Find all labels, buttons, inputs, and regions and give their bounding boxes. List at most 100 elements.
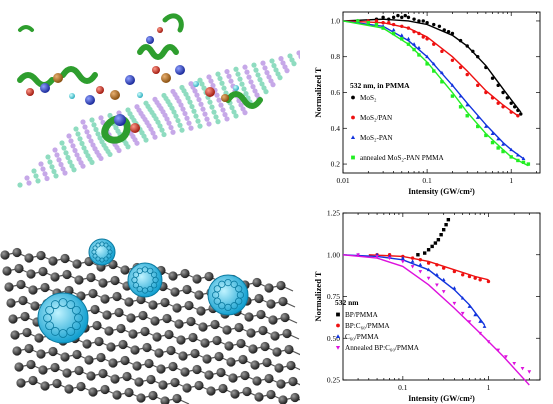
phosphorus-atom xyxy=(174,319,184,329)
phosphorus-atom xyxy=(26,269,36,279)
mos2-atom xyxy=(255,72,261,78)
phosphorus-atom xyxy=(272,347,282,357)
phosphorus-atom xyxy=(254,293,264,304)
mos2-atom xyxy=(207,99,213,105)
phosphorus-atom xyxy=(16,378,26,388)
data-point xyxy=(441,228,446,232)
data-point xyxy=(478,278,482,282)
legend-marker xyxy=(335,345,341,350)
atom xyxy=(193,81,199,87)
phosphorus-atom xyxy=(126,313,136,323)
phosphorus-atom xyxy=(168,361,178,372)
series-0 xyxy=(342,13,523,116)
mos2-atom xyxy=(184,115,190,121)
phosphorus-atom xyxy=(148,300,158,310)
y-tick-label: 0.2 xyxy=(331,160,341,169)
data-point xyxy=(490,96,495,100)
mos2-atom xyxy=(289,57,295,63)
data-point xyxy=(512,105,517,109)
y-axis-label: Normalized T xyxy=(313,271,323,321)
y-tick-label: 0.6 xyxy=(331,88,341,97)
mos2-atom xyxy=(54,152,60,158)
phosphorus-atom xyxy=(12,247,22,258)
mos2-atom xyxy=(201,85,207,91)
phosphorus-atom xyxy=(284,344,294,355)
mos2-atom xyxy=(222,112,228,118)
phosphorus-atom xyxy=(120,355,130,366)
data-point xyxy=(410,259,415,263)
phosphorus-atom xyxy=(172,393,182,404)
mos2-atom xyxy=(84,129,90,135)
phosphorus-atom xyxy=(60,253,70,264)
mos2-atom xyxy=(182,110,188,117)
phosphorus-atom xyxy=(124,387,134,398)
data-point xyxy=(446,217,451,222)
mos2-atom xyxy=(246,74,252,80)
phosphorus-atom xyxy=(184,300,194,311)
phosphorus-atom xyxy=(92,320,102,331)
mos2-atom xyxy=(42,171,48,177)
mos2-atom xyxy=(69,163,75,169)
mos2-atom xyxy=(214,92,220,98)
phosphorus-atom xyxy=(190,348,200,359)
mos2-atom xyxy=(90,142,96,148)
data-point xyxy=(452,301,457,306)
series-3 xyxy=(342,19,531,167)
chart-mos2-normalized-transmittance: 0.01 0.1 1 0.2 0.4 0.6 0.8 1.0 Intensity (GW/cm²… xyxy=(313,11,541,196)
phosphorus-atom xyxy=(182,284,192,295)
legend: BP/PMMA BP:C₆₀/PMMA C₆₀/PMMA Annealed BP:C₆… xyxy=(335,311,420,352)
data-point xyxy=(519,112,523,116)
data-point xyxy=(400,37,404,41)
mos2-atom xyxy=(62,170,68,176)
y-tick-label: 0.50 xyxy=(327,334,340,343)
phosphorus-atom xyxy=(82,339,92,349)
phosphorus-atom xyxy=(26,359,36,370)
data-point xyxy=(496,101,500,105)
mos2-atom xyxy=(196,96,202,103)
legend-marker xyxy=(351,95,355,100)
phosphorus-atom xyxy=(216,367,226,378)
mos2-atom xyxy=(97,135,103,141)
x-axis-label: Intensity (GW/cm²) xyxy=(408,187,475,196)
mos2-atom xyxy=(180,106,186,112)
data-point xyxy=(476,83,480,88)
phosphorus-atom xyxy=(176,335,186,345)
data-point xyxy=(486,340,491,344)
mos2-atom xyxy=(67,159,73,165)
phosphorus-atom xyxy=(196,306,206,316)
phosphorus-atom xyxy=(134,377,144,387)
data-point xyxy=(426,276,431,281)
phosphorus-atom xyxy=(8,314,18,324)
phosphorus-atom xyxy=(286,360,296,371)
data-point xyxy=(426,267,431,272)
mos2-atom xyxy=(98,115,104,121)
mos2-atom xyxy=(240,106,246,112)
mos2-atom xyxy=(211,109,217,115)
data-point xyxy=(496,348,501,352)
phosphorus-atom xyxy=(36,349,46,359)
mos2-atom xyxy=(262,65,268,71)
mos2-atom xyxy=(134,104,140,110)
data-point xyxy=(501,142,505,146)
phosphorus-atom xyxy=(138,310,148,321)
phosphorus-atom xyxy=(240,370,250,381)
data-point xyxy=(490,140,495,145)
mos2-atom xyxy=(209,104,215,110)
data-point xyxy=(430,244,434,249)
legend-label: C₆₀/PMMA xyxy=(345,333,380,341)
mos2-atom xyxy=(58,161,64,168)
phosphorus-atom xyxy=(118,339,128,350)
phosphorus-atom xyxy=(148,390,158,401)
phosphorus-atom xyxy=(52,378,62,389)
phosphorus-atom xyxy=(40,381,50,391)
data-point xyxy=(527,370,532,374)
phosphorus-atom xyxy=(204,370,214,380)
mos2-atom xyxy=(76,156,82,162)
data-point xyxy=(406,15,411,20)
y-tick-label: 1.0 xyxy=(331,16,341,25)
mos2-atom xyxy=(33,173,39,179)
phosphorus-atom xyxy=(22,327,32,338)
phosphorus-atom xyxy=(254,392,264,402)
data-point xyxy=(512,361,517,366)
y-tick-label: 1.25 xyxy=(327,209,340,218)
